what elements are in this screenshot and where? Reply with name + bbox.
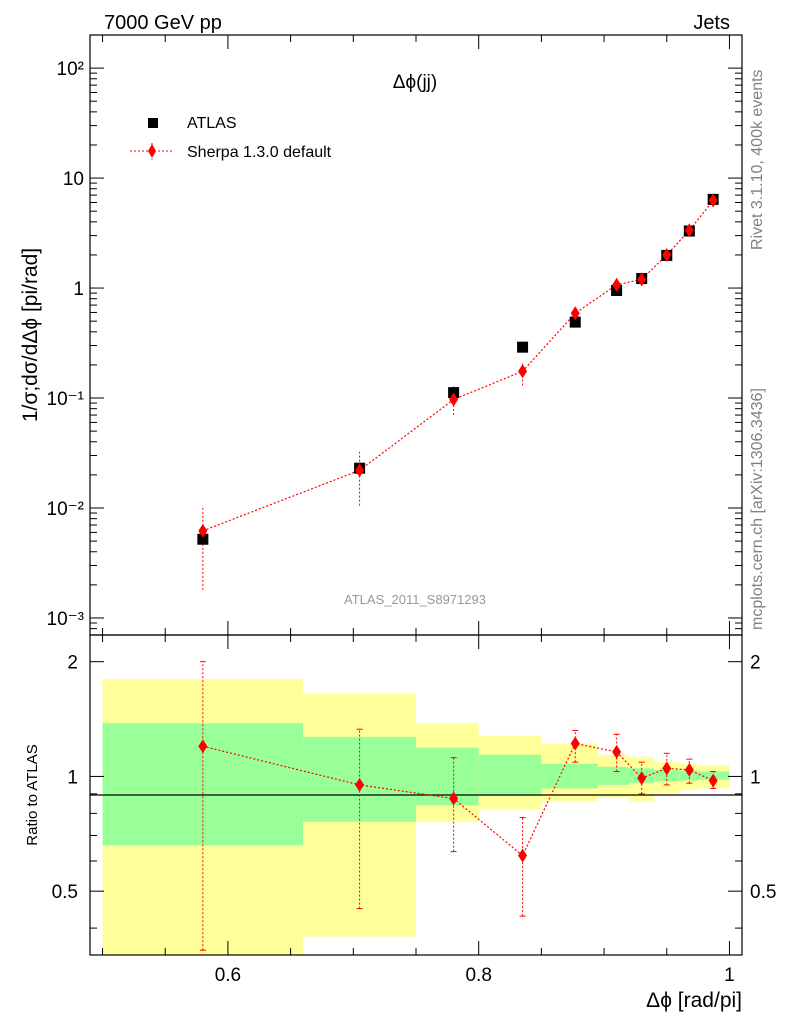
main-series <box>197 193 719 590</box>
ratio-band-inner <box>478 754 542 796</box>
ratio-point <box>708 773 718 788</box>
sherpa-point <box>637 272 647 287</box>
main-y-tick-label: 10² <box>57 59 84 80</box>
header-right: Jets <box>693 12 730 34</box>
ratio-point <box>570 736 580 751</box>
ratio-band-inner <box>541 763 598 789</box>
ratio-point <box>684 762 694 777</box>
main-title: Δϕ(jj) <box>393 72 437 93</box>
ratio-y-tick-label-right: 0.5 <box>750 882 776 903</box>
sherpa-point <box>684 223 694 238</box>
sherpa-point <box>612 277 622 292</box>
ratio-y-tick-label: 1 <box>67 767 78 788</box>
main-y-tick-label: 10⁻² <box>47 499 85 520</box>
sherpa-point <box>570 306 580 321</box>
ratio-y-tick-label-right: 2 <box>750 653 761 674</box>
ratio-band-inner <box>416 747 479 806</box>
ratio-point <box>518 848 528 863</box>
sherpa-point <box>198 523 208 538</box>
header-left: 7000 GeV pp <box>104 12 222 34</box>
sherpa-point <box>708 193 718 208</box>
main-y-tick-label: 10⁻³ <box>47 609 85 630</box>
ratio-x-tick-label: 0.8 <box>465 965 491 986</box>
ratio-line <box>202 742 714 857</box>
sherpa-point <box>355 463 365 478</box>
sherpa-point <box>449 392 459 407</box>
sherpa-point <box>518 364 528 379</box>
side-text-bottom: mcplots.cern.ch [arXiv:1306.3436] <box>749 388 766 630</box>
ratio-y-tick-label: 0.5 <box>52 882 78 903</box>
legend-marker-atlas <box>148 118 158 128</box>
main-axes: 10⁻³ 10⁻² 10⁻¹ 1 10 10² <box>47 34 742 636</box>
ratio-point <box>612 744 622 759</box>
ratio-bands <box>102 679 730 955</box>
ratio-axes: 0.6 0.8 1 0.5 0.5 1 1 2 2 <box>52 635 776 986</box>
ratio-point <box>662 761 672 776</box>
ratio-point <box>449 791 459 806</box>
ratio-point <box>637 771 647 786</box>
main-y-tick-label: 10 <box>63 169 84 190</box>
ratio-ylabel: Ratio to ATLAS <box>24 744 41 845</box>
main-ylabel: 1/σ;dσ/dΔϕ [pi/rad] <box>19 248 42 422</box>
main-y-tick-label: 10⁻¹ <box>47 389 85 410</box>
ratio-xlabel: Δϕ [rad/pi] <box>646 989 742 1012</box>
legend-label-atlas: ATLAS <box>187 115 237 132</box>
ratio-point <box>355 777 365 792</box>
atlas-point <box>197 533 209 545</box>
side-text-top: Rivet 3.1.10, 400k events <box>749 69 766 250</box>
main-y-tick-label: 1 <box>73 279 84 300</box>
watermark: ATLAS_2011_S8971293 <box>344 592 486 607</box>
ratio-band-inner <box>597 766 630 785</box>
atlas-point <box>569 316 581 328</box>
legend: ATLAS Sherpa 1.3.0 default <box>130 115 332 161</box>
sherpa-line <box>202 200 714 532</box>
ratio-y-tick-label: 2 <box>67 653 78 674</box>
atlas-point <box>517 341 529 353</box>
ratio-point <box>198 739 208 754</box>
ratio-series <box>198 661 718 951</box>
legend-label-sherpa: Sherpa 1.3.0 default <box>187 144 332 161</box>
ratio-x-tick-label: 1 <box>724 965 735 986</box>
sherpa-point <box>662 247 672 262</box>
ratio-x-tick-label: 0.6 <box>215 965 241 986</box>
ratio-y-tick-label-right: 1 <box>750 767 761 788</box>
